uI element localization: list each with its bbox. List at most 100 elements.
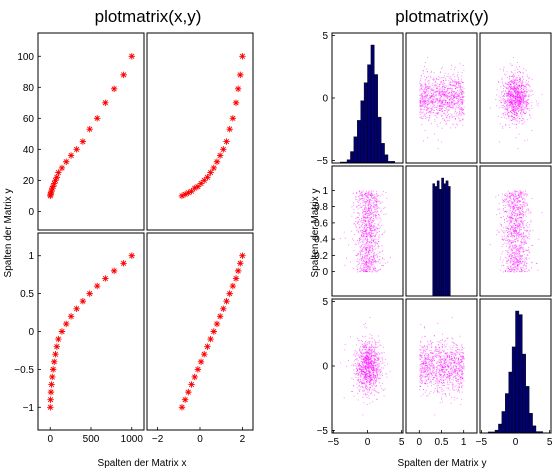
data-point <box>457 81 459 83</box>
data-point <box>514 261 515 263</box>
data-point <box>366 224 367 226</box>
data-point <box>524 199 526 201</box>
data-point <box>528 103 529 105</box>
data-point <box>526 236 528 238</box>
data-point <box>371 202 373 204</box>
data-point <box>371 347 372 348</box>
data-point <box>445 99 447 101</box>
data-point <box>445 79 447 81</box>
data-point <box>364 225 366 227</box>
data-point <box>505 257 506 259</box>
data-point <box>512 232 514 234</box>
data-point <box>514 239 516 241</box>
data-point <box>374 219 376 221</box>
data-point <box>379 344 381 346</box>
data-point <box>384 230 386 232</box>
data-point <box>368 383 370 385</box>
data-point <box>460 107 462 109</box>
data-point <box>423 103 425 105</box>
data-point <box>373 258 375 260</box>
data-point <box>509 245 511 247</box>
data-point <box>512 206 514 208</box>
data-point <box>419 106 421 108</box>
data-point <box>509 206 511 208</box>
data-point <box>364 204 366 206</box>
data-point <box>516 91 518 92</box>
data-point <box>511 96 513 97</box>
data-point <box>380 209 382 211</box>
data-point <box>519 72 521 74</box>
data-point <box>360 254 362 256</box>
data-point <box>355 363 357 364</box>
data-point <box>375 235 376 237</box>
data-point <box>371 271 373 273</box>
data-point <box>512 95 514 97</box>
data-point <box>361 369 363 371</box>
data-point <box>441 141 443 143</box>
data-point <box>367 363 368 365</box>
data-point <box>365 243 367 245</box>
data-point <box>387 363 389 365</box>
data-point <box>505 250 507 252</box>
data-point <box>366 224 368 226</box>
data-point <box>456 81 457 83</box>
data-point <box>456 95 458 97</box>
data-point <box>515 245 517 247</box>
data-point <box>429 91 431 93</box>
data-point <box>522 208 524 210</box>
data-point <box>438 112 439 114</box>
data-point <box>421 105 423 107</box>
data-point <box>430 123 432 125</box>
data-point <box>517 103 519 105</box>
data-point <box>366 195 368 197</box>
data-point <box>522 105 524 106</box>
data-point <box>518 85 520 87</box>
data-point <box>508 90 510 92</box>
data-point <box>360 230 362 232</box>
data-point <box>437 110 439 112</box>
data-point <box>365 376 367 378</box>
data-point <box>496 105 498 107</box>
data-point <box>514 264 516 266</box>
data-point <box>367 364 369 365</box>
data-point <box>449 83 451 85</box>
data-point <box>509 206 511 208</box>
data-point <box>507 97 509 99</box>
data-point <box>510 247 512 249</box>
data-point <box>510 216 512 218</box>
data-point <box>525 243 527 244</box>
data-point <box>425 105 427 107</box>
data-point <box>505 91 507 93</box>
data-point <box>514 204 516 206</box>
data-point <box>521 100 523 102</box>
data-point <box>458 92 460 94</box>
data-point <box>504 194 506 196</box>
data-point <box>507 216 508 217</box>
data-point <box>513 240 515 242</box>
scatter-points <box>489 57 543 150</box>
data-point <box>516 191 518 193</box>
data-point <box>525 257 527 259</box>
data-point <box>511 213 513 215</box>
data-point <box>360 370 362 372</box>
data-point <box>458 98 460 100</box>
data-point <box>438 100 440 102</box>
data-point <box>511 226 513 228</box>
data-point <box>430 111 432 113</box>
data-point <box>366 200 368 202</box>
data-point <box>513 90 515 92</box>
data-point <box>455 93 457 95</box>
data-point <box>421 101 423 103</box>
data-point <box>517 100 519 102</box>
data-point <box>365 360 366 362</box>
data-point <box>440 100 442 101</box>
data-point <box>517 222 519 224</box>
data-point <box>181 191 189 198</box>
data-point <box>426 112 428 114</box>
data-point <box>365 270 367 272</box>
data-point <box>67 313 75 320</box>
data-point <box>510 240 512 242</box>
data-point <box>422 103 423 105</box>
panel-y-2-3 <box>479 165 552 297</box>
data-point <box>368 250 370 252</box>
